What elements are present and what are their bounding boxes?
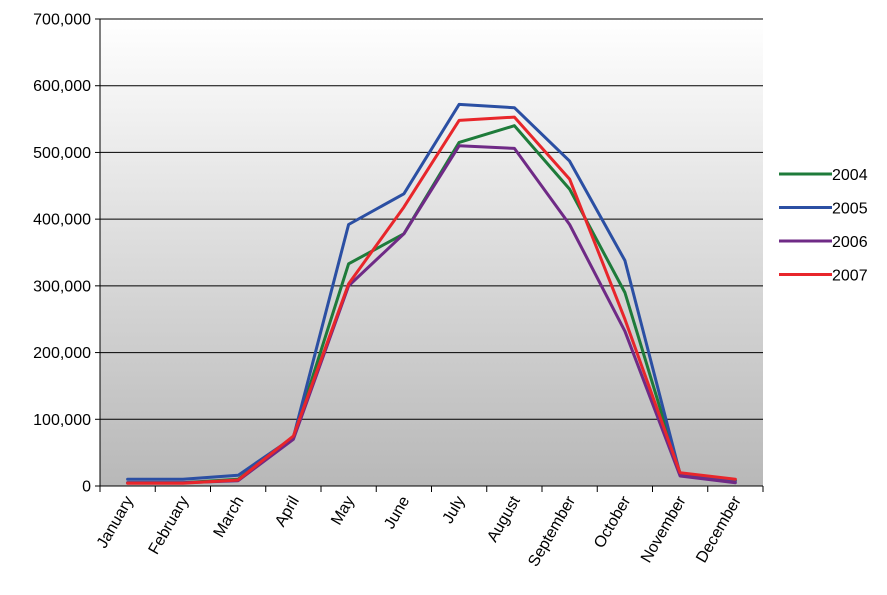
y-tick-label: 200,000 — [33, 345, 91, 362]
x-tick-label: September — [525, 493, 579, 570]
series-line-2005 — [126, 102, 737, 483]
x-tick-label: June — [381, 493, 413, 532]
x-tick-label: January — [94, 494, 137, 552]
plot-area — [100, 19, 763, 486]
x-tick-label: May — [328, 494, 358, 529]
y-tick-label: 600,000 — [33, 78, 91, 95]
legend: 2004 2005 2006 2007 — [779, 167, 868, 285]
y-axis-ticks: 0 100,000 200,000 300,000 400,000 500,000 600,… — [33, 12, 100, 496]
series-line-2007 — [126, 115, 737, 485]
x-axis-ticks: January February March April May June July Augu… — [94, 486, 764, 570]
x-tick-label: November — [638, 493, 690, 566]
legend-label-2004: 2004 — [832, 167, 868, 184]
y-tick-label: 500,000 — [33, 145, 91, 162]
x-tick-label: December — [693, 493, 745, 566]
series-lines — [126, 102, 737, 485]
y-tick-label: 0 — [82, 479, 91, 496]
legend-label-2006: 2006 — [832, 234, 868, 251]
legend-label-2005: 2005 — [832, 201, 868, 218]
legend-label-2007: 2007 — [832, 268, 868, 285]
y-tick-label: 300,000 — [33, 278, 91, 295]
x-tick-label: August — [484, 493, 524, 545]
y-tick-label: 400,000 — [33, 212, 91, 229]
x-tick-label: February — [146, 494, 193, 558]
x-tick-label: April — [272, 494, 303, 530]
x-tick-label: March — [211, 494, 248, 541]
x-tick-label: October — [591, 493, 635, 551]
y-tick-label: 100,000 — [33, 412, 91, 429]
grid-lines — [100, 18, 763, 420]
y-tick-label: 700,000 — [33, 12, 91, 29]
x-tick-label: July — [440, 494, 469, 527]
